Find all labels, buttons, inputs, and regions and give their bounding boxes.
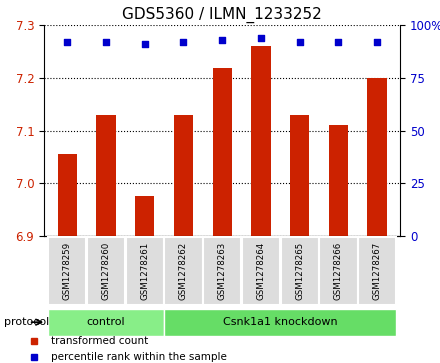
- Bar: [174, 115, 193, 236]
- Text: GSM1278262: GSM1278262: [179, 242, 188, 301]
- Text: GSM1278265: GSM1278265: [295, 242, 304, 301]
- Text: GSM1278260: GSM1278260: [102, 242, 110, 301]
- FancyBboxPatch shape: [164, 237, 203, 305]
- Text: GSM1278261: GSM1278261: [140, 242, 149, 301]
- FancyBboxPatch shape: [48, 309, 164, 336]
- Text: GSM1278266: GSM1278266: [334, 242, 343, 301]
- Title: GDS5360 / ILMN_1233252: GDS5360 / ILMN_1233252: [122, 7, 322, 23]
- FancyBboxPatch shape: [281, 237, 319, 305]
- Text: GSM1278264: GSM1278264: [257, 242, 265, 301]
- Point: [374, 39, 381, 45]
- Point: [180, 39, 187, 45]
- Bar: [96, 115, 116, 236]
- Text: transformed count: transformed count: [51, 337, 148, 346]
- Point: [103, 39, 110, 45]
- Point: [257, 35, 264, 41]
- Point: [141, 41, 148, 47]
- Text: protocol: protocol: [4, 317, 50, 327]
- Bar: [251, 46, 271, 236]
- Text: control: control: [87, 317, 125, 327]
- Point: [296, 39, 303, 45]
- Bar: [135, 196, 154, 236]
- Point: [335, 39, 342, 45]
- Bar: [213, 68, 232, 236]
- Bar: [290, 115, 309, 236]
- Text: GSM1278267: GSM1278267: [373, 242, 381, 301]
- Bar: [367, 78, 387, 236]
- Point: [219, 37, 226, 43]
- Text: GSM1278263: GSM1278263: [218, 242, 227, 301]
- Bar: [329, 125, 348, 236]
- FancyBboxPatch shape: [242, 237, 280, 305]
- FancyBboxPatch shape: [358, 237, 396, 305]
- FancyBboxPatch shape: [203, 237, 242, 305]
- FancyBboxPatch shape: [48, 237, 86, 305]
- FancyBboxPatch shape: [125, 237, 164, 305]
- Text: percentile rank within the sample: percentile rank within the sample: [51, 352, 227, 362]
- Text: Csnk1a1 knockdown: Csnk1a1 knockdown: [223, 317, 337, 327]
- Point: [64, 39, 71, 45]
- Bar: [58, 154, 77, 236]
- FancyBboxPatch shape: [164, 309, 396, 336]
- Text: GSM1278259: GSM1278259: [63, 242, 72, 301]
- FancyBboxPatch shape: [319, 237, 358, 305]
- FancyBboxPatch shape: [87, 237, 125, 305]
